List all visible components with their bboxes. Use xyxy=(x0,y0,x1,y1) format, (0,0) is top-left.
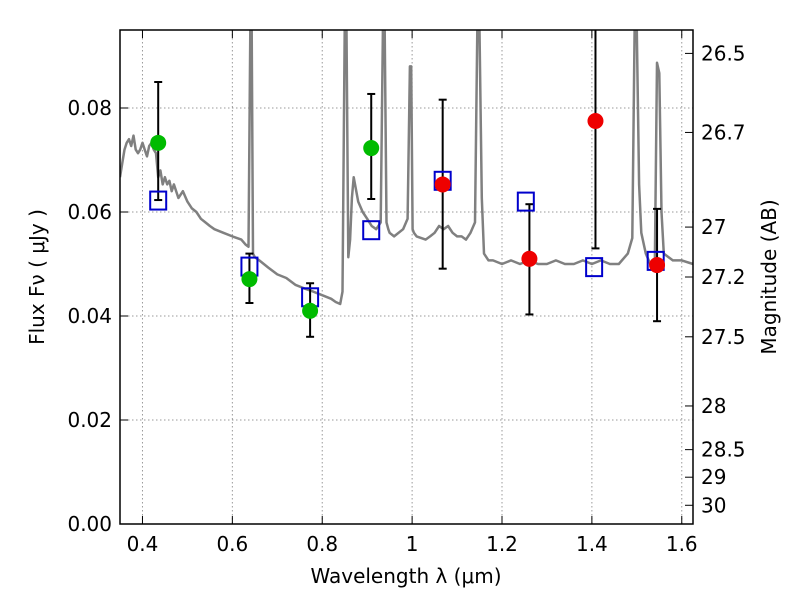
x-axis-ticks: 0.4 0.6 0.8 1 1.2 1.4 1.6 xyxy=(127,30,698,556)
y2-tick-label: 28.5 xyxy=(701,438,746,462)
green-point-marker xyxy=(363,140,380,157)
red-point-marker xyxy=(649,257,666,274)
red-point-marker xyxy=(587,113,604,129)
y-axis-ticks: 0.00 0.02 0.04 0.06 0.08 xyxy=(67,96,128,536)
y-axis-title: Flux Fν ( μJy ) xyxy=(25,209,49,345)
grid-lines xyxy=(120,30,693,524)
x-tick-label: 0.6 xyxy=(216,532,248,556)
y2-tick-label: 29 xyxy=(701,465,726,489)
y2-tick-label: 28 xyxy=(701,394,726,418)
x-tick-label: 0.8 xyxy=(306,532,338,556)
plot-area xyxy=(120,30,693,338)
x-tick-label: 1.2 xyxy=(486,532,518,556)
green-point-marker xyxy=(150,134,167,151)
y-tick-label: 0.06 xyxy=(67,200,112,224)
y2-tick-label: 27 xyxy=(701,215,726,239)
x-tick-label: 1 xyxy=(406,532,419,556)
model-photometry-square xyxy=(149,190,168,211)
y-tick-label: 0.00 xyxy=(67,512,112,536)
red-point-marker xyxy=(434,176,451,193)
y-tick-label: 0.08 xyxy=(67,96,112,120)
green-point-marker xyxy=(302,302,319,319)
model-spectrum-line xyxy=(120,30,693,306)
x-tick-label: 1.4 xyxy=(576,532,608,556)
photometry-points xyxy=(149,30,666,338)
x-tick-label: 1.6 xyxy=(666,532,698,556)
y2-axis-ticks: 26.5 26.7 27 27.2 27.5 28 28.5 29 30 xyxy=(685,41,746,517)
y2-tick-label: 27.2 xyxy=(701,265,746,289)
y2-tick-label: 27.5 xyxy=(701,325,746,349)
model-photometry-square xyxy=(585,257,604,278)
y-tick-label: 0.04 xyxy=(67,304,112,328)
y2-tick-label: 26.5 xyxy=(701,41,746,65)
red-point-marker xyxy=(521,250,538,267)
model-spectrum xyxy=(120,30,693,306)
x-tick-label: 0.4 xyxy=(127,532,159,556)
y-tick-label: 0.02 xyxy=(67,408,112,432)
x-axis-title: Wavelength λ (μm) xyxy=(310,564,501,588)
y2-tick-label: 26.7 xyxy=(701,120,746,144)
green-point-marker xyxy=(241,271,258,288)
y2-axis-title: Magnitude (AB) xyxy=(757,199,781,354)
y2-tick-label: 30 xyxy=(701,493,726,517)
model-photometry-square xyxy=(516,191,535,212)
model-photometry-square xyxy=(362,220,381,241)
